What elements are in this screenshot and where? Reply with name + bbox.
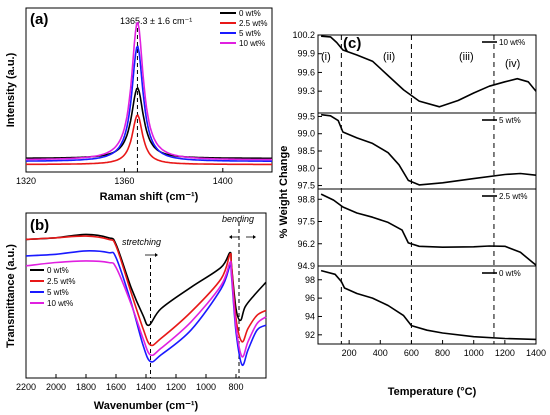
legend-label: 10 wt%: [47, 299, 73, 308]
panel-c-subplot-frames: [317, 34, 537, 345]
panel-a-legend: 0 wt% 2.5 wt% 5 wt% 10 wt%: [220, 9, 267, 48]
tick-label: 600: [404, 348, 419, 358]
legend-label: 5 wt%: [499, 116, 521, 125]
legend-label: 2.5 wt%: [499, 192, 527, 201]
tick-label: 97.5: [297, 181, 315, 191]
panel-a-xticks: 1320 1360 1400: [16, 168, 233, 186]
panel-a-frame: [25, 7, 273, 173]
tick-label: 800: [228, 382, 243, 392]
bending-arrows: [229, 235, 256, 239]
arrow-left-icon: [229, 235, 232, 239]
panel-c-xticks: 200 400 600 800 1000 1200 1400: [342, 340, 546, 358]
raman-series-line: [26, 45, 272, 162]
ftir-series-line: [25, 260, 267, 358]
panel-c: 100.2 99.9 99.6 99.3 99.5 99.0 98.5 98.0 97.5 98.…: [278, 30, 546, 398]
tick-label: 99.5: [297, 111, 315, 121]
ftir-series-line: [25, 233, 267, 327]
tick-label: 2000: [46, 382, 66, 392]
tick-label: 99.6: [297, 67, 315, 77]
panel-b-xticks: 2200 2000 1800 1600 1400 1200 1000 800: [16, 374, 244, 392]
stage-label: (iii): [459, 51, 474, 63]
ftir-series-line: [25, 235, 267, 347]
tick-label: 1000: [464, 348, 484, 358]
panel-b-series-group: [25, 233, 267, 367]
tick-label: 99.0: [297, 129, 315, 139]
tick-label: 98: [305, 275, 315, 285]
tick-label: 96: [305, 293, 315, 303]
tick-label: 97.5: [297, 217, 315, 227]
legend-label: 10 wt%: [499, 38, 525, 47]
tick-label: 99.9: [297, 49, 315, 59]
panel-c-legends: 10 wt% 5 wt% 2.5 wt% 0 wt%: [482, 38, 527, 278]
arrowhead: [155, 253, 158, 257]
stage-label: (i): [321, 51, 331, 63]
panel-a: (a) 1365.3 ± 1.6 cm⁻¹ 0 wt% 2.5 wt% 5 wt…: [5, 7, 273, 203]
legend-label: 0 wt%: [499, 269, 521, 278]
panel-c-label: (c): [343, 35, 361, 52]
stretching-annotation: stretching: [122, 237, 161, 247]
legend-label: 2.5 wt%: [239, 19, 267, 28]
tick-label: 200: [342, 348, 357, 358]
raman-series-line: [26, 114, 272, 166]
tick-label: 98.0: [297, 163, 315, 173]
tga-series-line: [320, 269, 537, 341]
stage-label: (iv): [505, 58, 520, 70]
tick-label: 100.2: [292, 30, 315, 40]
panel-b-xlabel: Wavenumber (cm⁻¹): [94, 400, 199, 412]
raman-series-line: [26, 87, 272, 160]
panel-c-series-group: [320, 35, 537, 341]
bending-annotation: bending: [222, 214, 254, 224]
tick-label: 99.3: [297, 86, 315, 96]
panel-b-legend: 0 wt% 2.5 wt% 5 wt% 10 wt%: [30, 266, 75, 308]
panel-a-peak-annotation: 1365.3 ± 1.6 cm⁻¹: [120, 16, 192, 26]
tick-label: 94: [305, 311, 315, 321]
panel-b-ylabel: Transmittance (a.u.): [5, 244, 17, 348]
tick-label: 1400: [213, 176, 233, 186]
tick-label: 92: [305, 330, 315, 340]
legend-label: 5 wt%: [239, 29, 261, 38]
raman-series-line: [26, 21, 272, 161]
tick-label: 94.9: [297, 261, 315, 271]
tga-series-line: [321, 35, 537, 108]
tick-label: 1360: [114, 176, 134, 186]
ftir-series-line: [25, 250, 267, 367]
tick-label: 1600: [106, 382, 126, 392]
tick-label: 1200: [495, 348, 515, 358]
panel-c-xlabel: Temperature (°C): [388, 386, 477, 398]
panel-c-yticks: 100.2 99.9 99.6 99.3 99.5 99.0 98.5 98.0 97.5 98.…: [292, 30, 322, 340]
panel-a-label: (a): [30, 11, 48, 28]
tick-label: 1000: [196, 382, 216, 392]
tga-series-line: [321, 113, 537, 186]
legend-label: 10 wt%: [239, 39, 265, 48]
arrow-right-icon: [253, 235, 256, 239]
tick-label: 98.5: [297, 146, 315, 156]
panel-a-ylabel: Intensity (a.u.): [5, 52, 17, 127]
tga-subplot-frame: [317, 265, 537, 345]
stage-boundary-lines: [340, 35, 495, 344]
panel-b: (b) stretching bending 0 wt% 2.5 wt% 5 w…: [5, 212, 267, 412]
panel-c-ylabel: % Weight Change: [278, 146, 290, 239]
tick-label: 1800: [76, 382, 96, 392]
tick-label: 1200: [166, 382, 186, 392]
panel-a-series-group: [26, 21, 272, 166]
panel-b-label: (b): [30, 217, 49, 234]
tick-label: 1400: [526, 348, 546, 358]
legend-label: 5 wt%: [47, 288, 69, 297]
tick-label: 98.8: [297, 194, 315, 204]
stage-label: (ii): [383, 51, 395, 63]
panel-a-xlabel: Raman shift (cm⁻¹): [100, 191, 199, 203]
tick-label: 400: [373, 348, 388, 358]
tick-label: 2200: [16, 382, 36, 392]
tick-label: 800: [435, 348, 450, 358]
tick-label: 96.2: [297, 239, 315, 249]
legend-label: 2.5 wt%: [47, 277, 75, 286]
legend-label: 0 wt%: [47, 266, 69, 275]
tga-series-line: [320, 193, 537, 266]
tick-label: 1400: [136, 382, 156, 392]
stretching-arrows: [145, 253, 158, 257]
legend-label: 0 wt%: [239, 9, 261, 18]
tick-label: 1320: [16, 176, 36, 186]
